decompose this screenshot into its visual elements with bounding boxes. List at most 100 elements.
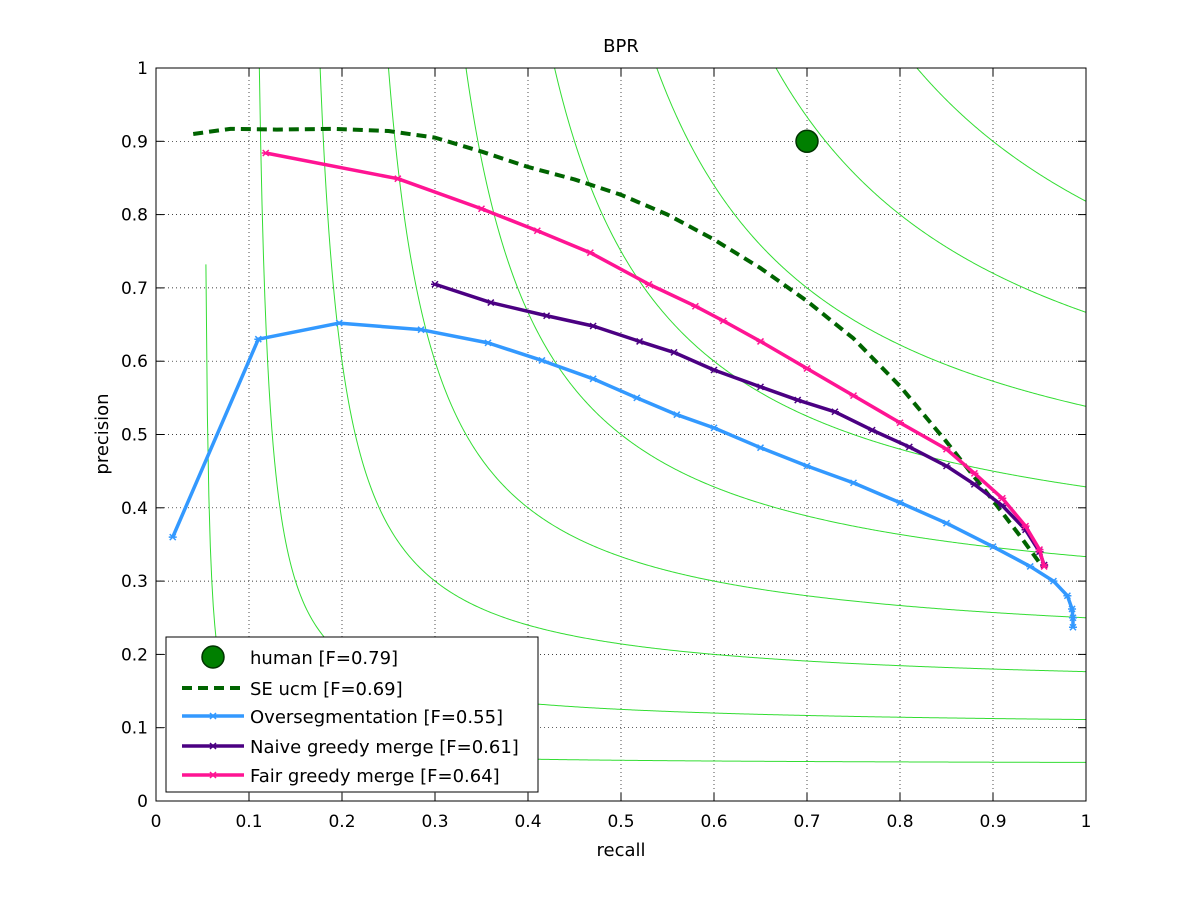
y-tick-label: 0.9 [121, 132, 148, 152]
y-tick-label: 0.3 [121, 572, 148, 592]
legend-label: Oversegmentation [F=0.55] [250, 707, 503, 728]
data-point [896, 419, 904, 427]
data-point [209, 771, 217, 779]
data-point [942, 462, 951, 470]
data-point [484, 339, 493, 347]
data-point [537, 356, 546, 364]
data-point [1026, 562, 1035, 570]
legend: human [F=0.79] SE ucm [F=0.69] Oversegment… [165, 636, 539, 793]
data-point [756, 444, 765, 452]
iso-f-curve [916, 68, 1086, 202]
chart-title: BPR [603, 36, 639, 57]
data-point [589, 375, 598, 383]
legend-entry: SE ucm [F=0.69] [182, 679, 403, 700]
data-point [335, 319, 344, 327]
data-point [477, 205, 486, 213]
legend-label: Naive greedy merge [F=0.61] [250, 737, 519, 758]
data-point [670, 348, 679, 356]
x-tick-label: 0 [151, 812, 162, 832]
data-point [868, 426, 877, 434]
x-tick-label: 1 [1081, 812, 1092, 832]
y-tick-label: 0.8 [121, 206, 148, 226]
data-point [1040, 562, 1049, 570]
data-point [589, 322, 598, 330]
x-tick-label: 0.5 [607, 812, 634, 832]
legend-entry: Oversegmentation [F=0.55] [182, 707, 503, 728]
data-point [756, 383, 765, 391]
data-point [1068, 614, 1077, 622]
x-axis-label: recall [596, 840, 645, 861]
data-point [710, 424, 718, 432]
x-tick-label: 0.2 [328, 812, 355, 832]
series-line [171, 321, 1075, 628]
data-point [970, 480, 979, 488]
x-tick-label: 0.7 [793, 812, 820, 832]
data-point [1063, 592, 1072, 600]
ticks: 0 0.1 0.2 0.3 0.4 0.5 0.6 0.7 0.8 0.9 1 0 0.1 0.2 0.3 0… [121, 59, 1091, 832]
data-point [1021, 522, 1030, 530]
data-point [261, 149, 270, 157]
x-tick-label: 0.6 [700, 812, 727, 832]
iso-f-curve [388, 68, 1086, 619]
data-point [635, 337, 644, 345]
y-tick-label: 0.7 [121, 279, 148, 299]
data-point [209, 712, 217, 720]
iso-f-curve [554, 68, 1086, 488]
y-tick-label: 0 [137, 792, 148, 812]
data-point [989, 543, 997, 551]
legend-entry: Naive greedy merge [F=0.61] [182, 737, 519, 758]
y-tick-label: 0.6 [121, 352, 148, 372]
series-fair [261, 149, 1049, 570]
data-point [254, 335, 263, 343]
y-tick-label: 0.1 [121, 719, 148, 739]
data-point [393, 175, 402, 183]
data-point [644, 280, 653, 288]
data-point [486, 299, 495, 307]
data-point [896, 499, 904, 507]
x-tick-label: 0.8 [886, 812, 913, 832]
data-point [672, 411, 681, 419]
series-line [265, 151, 1046, 567]
data-point [1035, 546, 1044, 554]
data-point [719, 317, 728, 325]
y-axis-label: precision [92, 393, 113, 474]
data-point [710, 366, 718, 374]
legend-label: Fair greedy merge [F=0.64] [250, 766, 500, 787]
legend-entry: human [F=0.79] [201, 645, 398, 669]
series-oversegmentation [168, 319, 1077, 631]
series-human [795, 129, 819, 154]
data-point [431, 280, 439, 288]
data-point [533, 227, 542, 235]
x-tick-label: 0.9 [979, 812, 1006, 832]
y-tick-label: 0.4 [121, 499, 148, 519]
data-point [1049, 577, 1058, 585]
data-point [849, 392, 858, 400]
x-tick-label: 0.1 [235, 812, 262, 832]
data-point [168, 533, 177, 541]
data-point [1068, 623, 1077, 631]
series-se [192, 126, 1042, 564]
legend-label: human [F=0.79] [250, 648, 398, 669]
data-point [998, 494, 1007, 502]
data-point [417, 326, 426, 334]
data-point [942, 519, 951, 527]
data-point [795, 129, 819, 154]
data-point [793, 396, 802, 404]
data-point [691, 302, 700, 310]
iso-f-curve [656, 68, 1086, 407]
data-point [803, 462, 811, 470]
data-point [849, 479, 858, 487]
data-point [830, 408, 839, 416]
data-point [1068, 605, 1077, 613]
iso-f-curve [319, 68, 1086, 673]
legend-label: SE ucm [F=0.69] [250, 679, 403, 700]
data-point [803, 364, 811, 373]
y-tick-label: 1 [137, 59, 148, 79]
data-point [756, 337, 765, 345]
data-point [209, 742, 217, 750]
series-line [192, 126, 1042, 564]
x-tick-label: 0.4 [514, 812, 541, 832]
legend-entry: Fair greedy merge [F=0.64] [182, 766, 500, 787]
data-point [542, 312, 551, 320]
